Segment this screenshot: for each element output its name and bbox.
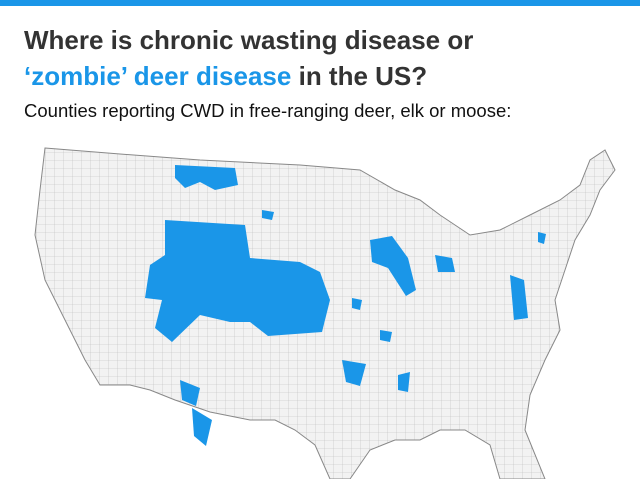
title-end: in the US?	[298, 61, 428, 91]
subtitle: Counties reporting CWD in free-ranging d…	[24, 100, 512, 121]
title-highlight: ‘zombie’ deer disease	[24, 61, 292, 91]
cwd-counties	[145, 165, 546, 446]
title: Where is chronic wasting disease or ‘zom…	[24, 22, 473, 94]
title-line: Where is chronic wasting disease or	[24, 25, 474, 55]
top-bar	[0, 0, 640, 6]
